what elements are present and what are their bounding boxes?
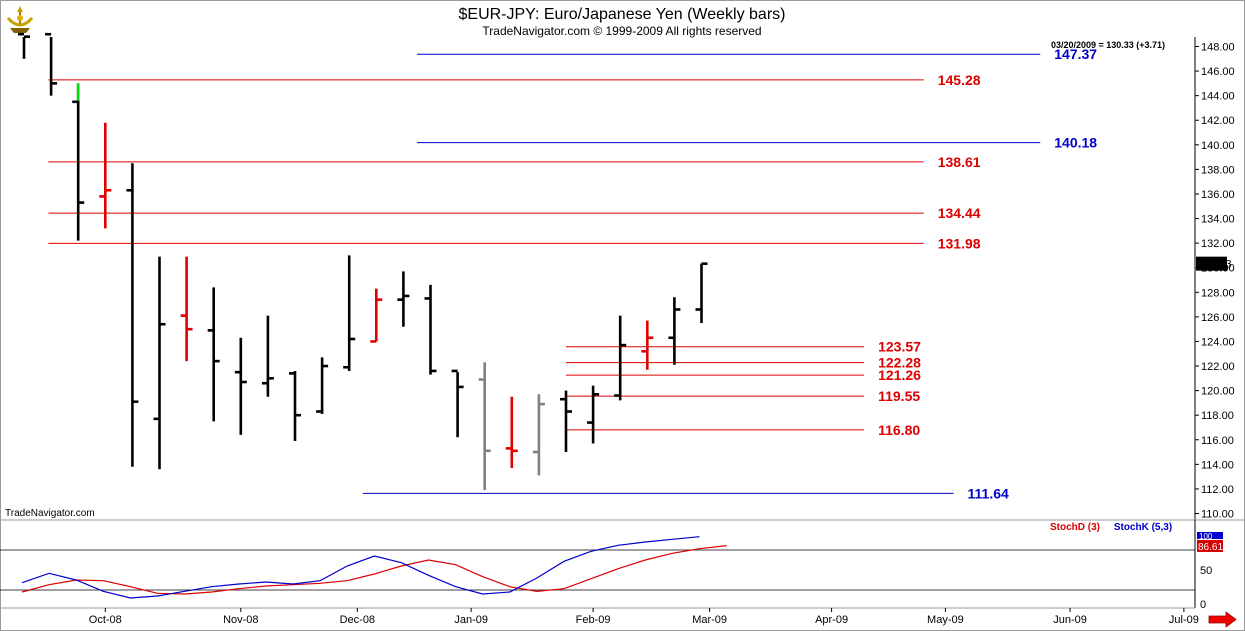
y-tick-label: 142.00 — [1201, 115, 1235, 127]
stochastic-panel: StochD (3) StochK (5,3) 50 0 100 86.61 — [0, 520, 1223, 611]
quote-readout: 03/20/2009 = 130.33 (+3.71) — [1051, 40, 1165, 50]
levels-group: 147.37 145.28 140.18 138.61 134.44 131.98 123.… — [48, 46, 1097, 501]
level-label: 134.44 — [938, 205, 981, 221]
x-tick-label: Oct-08 — [89, 614, 122, 626]
x-tick-label: Apr-09 — [815, 614, 848, 626]
y-tick-label: 132.00 — [1201, 238, 1235, 250]
x-tick-label: Dec-08 — [340, 614, 375, 626]
y-tick-label: 134.00 — [1201, 214, 1235, 226]
y-tick-label: 110.00 — [1201, 509, 1234, 521]
y-tick-label: 120.00 — [1201, 386, 1235, 398]
stoch-k-last-label: 100 — [1199, 532, 1213, 541]
x-tick-label: Jul-09 — [1169, 614, 1199, 626]
stoch-k-legend: StochK (5,3) — [1114, 522, 1172, 533]
scroll-right-button[interactable] — [1207, 611, 1237, 628]
price-plot: 147.37 145.28 140.18 138.61 134.44 131.98 123.… — [0, 32, 1245, 521]
y-tick-label: 112.00 — [1201, 484, 1234, 496]
stoch-d-legend: StochD (3) — [1050, 522, 1100, 533]
stoch-k-line — [21, 536, 700, 599]
stoch-d-last-box — [1197, 540, 1223, 552]
y-tick-label: 148.00 — [1201, 42, 1235, 54]
y-tick-label: 116.00 — [1201, 435, 1234, 447]
trade-navigator-logo-icon[interactable] — [4, 4, 36, 34]
x-tick-label: Feb-09 — [576, 614, 611, 626]
y-tick-label: 138.00 — [1201, 164, 1235, 176]
stoch-tick-50: 50 — [1200, 565, 1212, 577]
x-tick-label: May-09 — [927, 614, 964, 626]
level-label: 145.28 — [938, 72, 981, 88]
bars-group — [18, 32, 708, 491]
y-tick-label: 136.00 — [1201, 189, 1235, 201]
level-label: 138.61 — [938, 154, 981, 170]
level-label: 147.37 — [1054, 46, 1097, 62]
y-tick-label: 118.00 — [1201, 410, 1234, 422]
y-tick-label: 144.00 — [1201, 91, 1235, 103]
y-tick-label: 114.00 — [1201, 459, 1234, 471]
y-tick-label: 140.00 — [1201, 140, 1235, 152]
level-label: 123.57 — [878, 339, 921, 355]
stoch-k-last-box — [1197, 532, 1223, 539]
y-tick-label: 146.00 — [1201, 66, 1235, 78]
level-label: 119.55 — [878, 388, 920, 404]
last-price-box — [1196, 256, 1227, 271]
x-axis: Oct-08 Nov-08 Dec-08 Jan-09 Feb-09 Mar-09 Apr-… — [89, 608, 1199, 626]
level-label: 131.98 — [938, 235, 981, 251]
x-tick-label: Mar-09 — [692, 614, 727, 626]
watermark: TradeNavigator.com — [5, 508, 95, 519]
y-tick-label: 124.00 — [1201, 336, 1235, 348]
chart-subtitle: TradeNavigator.com © 1999-2009 All right… — [482, 24, 761, 38]
stoch-d-line — [21, 544, 727, 595]
last-price-label: 130.33 — [1198, 259, 1232, 271]
x-tick-label: Jun-09 — [1053, 614, 1087, 626]
y-tick-label: 126.00 — [1201, 312, 1235, 324]
chart-title: $EUR-JPY: Euro/Japanese Yen (Weekly bars… — [459, 6, 786, 23]
stoch-tick-0: 0 — [1200, 599, 1206, 611]
y-tick-label: 128.00 — [1201, 287, 1235, 299]
level-label: 121.26 — [878, 367, 921, 383]
level-label: 111.64 — [968, 485, 1009, 501]
x-tick-label: Nov-08 — [223, 614, 258, 626]
level-label: 122.28 — [878, 355, 921, 371]
level-label: 116.80 — [878, 422, 920, 438]
x-tick-label: Jan-09 — [454, 614, 488, 626]
y-axis: 148.00 146.00 144.00 142.00 140.00 138.00 136.… — [1195, 42, 1235, 521]
level-label: 140.18 — [1054, 135, 1097, 151]
y-tick-label: 122.00 — [1201, 361, 1235, 373]
stoch-d-last-label: 86.61 — [1198, 542, 1223, 553]
